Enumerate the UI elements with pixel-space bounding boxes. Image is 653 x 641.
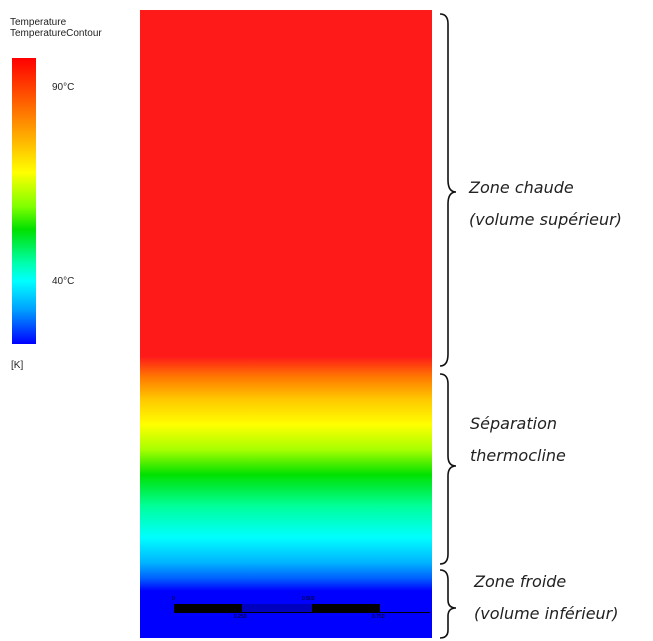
legend-title-line1: Temperature <box>10 17 67 28</box>
color-scale-bar <box>12 58 36 344</box>
scale-bar-segment <box>312 604 380 612</box>
brace-cold-zone <box>439 569 457 639</box>
temperature-contour-plot <box>140 10 432 638</box>
scale-label-0: 0 <box>172 596 175 602</box>
scale-bar-line <box>174 612 430 613</box>
label-thermocline-line2: thermocline <box>470 446 566 465</box>
label-cold-zone-line1: Zone froide <box>474 572 567 591</box>
scale-label-1: 0.250 <box>234 614 247 620</box>
legend-title-line2: TemperatureContour <box>10 28 102 39</box>
scale-label-3: 0.750 <box>372 614 385 620</box>
scale-bar-segment <box>242 604 312 612</box>
label-hot-zone-line2: (volume supérieur) <box>469 210 622 229</box>
brace-thermocline <box>439 373 457 565</box>
brace-hot-zone <box>439 13 457 367</box>
label-hot-zone-line1: Zone chaude <box>469 178 574 197</box>
zone-braces <box>439 13 457 639</box>
scale-bar-segment <box>174 604 242 612</box>
legend-unit: [K] <box>11 360 24 371</box>
label-thermocline: Séparation thermocline <box>470 414 566 466</box>
label-thermocline-line1: Séparation <box>470 414 557 433</box>
label-cold-zone-line2: (volume inférieur) <box>474 604 619 623</box>
scale-label-2: 0.500 <box>302 596 315 602</box>
label-hot-zone: Zone chaude (volume supérieur) <box>469 178 622 230</box>
legend-tick-low: 40°C <box>52 276 75 287</box>
label-cold-zone: Zone froide (volume inférieur) <box>474 572 619 624</box>
legend-tick-high: 90°C <box>52 82 75 93</box>
legend-title: Temperature TemperatureContour <box>10 17 102 39</box>
